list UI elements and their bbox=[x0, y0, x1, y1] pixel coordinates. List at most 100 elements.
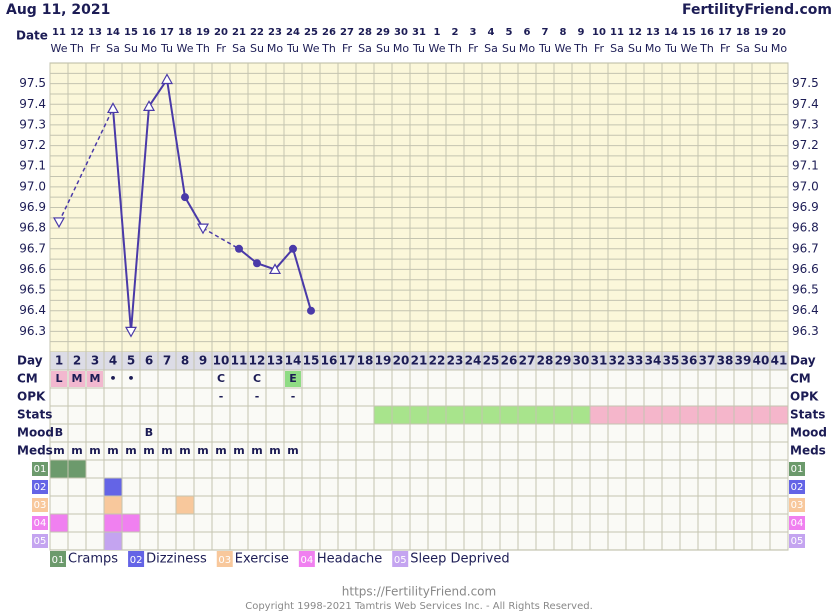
cycle-day: 17 bbox=[339, 354, 356, 368]
meds-entry: m bbox=[197, 444, 208, 457]
y-tick-label-right: 96.5 bbox=[792, 283, 819, 297]
cycle-day: 36 bbox=[681, 354, 698, 368]
weekday-label: We bbox=[51, 42, 68, 55]
symptom-code-box bbox=[789, 516, 805, 530]
meds-entry: m bbox=[161, 444, 172, 457]
cycle-day: 7 bbox=[163, 354, 171, 368]
y-tick-label-right: 96.3 bbox=[792, 324, 819, 338]
weekday-label: Mo bbox=[267, 42, 283, 55]
weekday-label: Fr bbox=[216, 42, 227, 55]
y-tick-label: 96.3 bbox=[19, 324, 46, 338]
weekday-label: Sa bbox=[484, 42, 498, 55]
symptom-cell bbox=[104, 532, 122, 550]
temp-point bbox=[307, 306, 315, 315]
table-area bbox=[49, 351, 789, 551]
weekday-label: Th bbox=[195, 42, 210, 55]
symptom-code: 02 bbox=[34, 482, 47, 493]
opk-entry: - bbox=[255, 390, 260, 403]
weekday-label: We bbox=[429, 42, 446, 55]
weekday-label: Th bbox=[69, 42, 84, 55]
weekday-label: Tu bbox=[286, 42, 299, 55]
cycle-day: 40 bbox=[753, 354, 770, 368]
symptom-code: 01 bbox=[791, 464, 804, 475]
symptom-code-box bbox=[789, 534, 805, 548]
symptom-code-box bbox=[789, 480, 805, 494]
opk-entry: - bbox=[291, 390, 296, 403]
legend-swatch bbox=[298, 551, 315, 567]
date-label: 28 bbox=[358, 27, 372, 38]
meds-entry: m bbox=[53, 444, 64, 457]
date-label: 13 bbox=[88, 27, 102, 38]
temp-point bbox=[142, 100, 156, 111]
legend-label: Dizziness bbox=[146, 552, 207, 567]
symptom-code: 03 bbox=[34, 500, 47, 511]
symptom-cell bbox=[50, 460, 68, 478]
cm-highlight bbox=[285, 371, 301, 387]
date-label: 18 bbox=[178, 27, 192, 38]
legend-code: 04 bbox=[300, 555, 313, 566]
weekday-label: Tu bbox=[160, 42, 173, 55]
stats-band bbox=[590, 406, 788, 424]
row-label: CM bbox=[17, 372, 38, 386]
symptom-cell bbox=[176, 496, 194, 514]
meds-entry: m bbox=[107, 444, 118, 457]
cm-entry: E bbox=[289, 372, 297, 385]
symptom-code-box bbox=[32, 534, 48, 548]
date-label: 25 bbox=[304, 27, 318, 38]
symptom-code: 02 bbox=[791, 482, 804, 493]
date-label: 30 bbox=[394, 27, 408, 38]
date-label: 22 bbox=[250, 27, 264, 38]
date-label: 5 bbox=[506, 27, 513, 38]
legend-swatch bbox=[392, 551, 409, 567]
date-label: 19 bbox=[754, 27, 768, 38]
cycle-day: 16 bbox=[321, 354, 338, 368]
mood-entry: B bbox=[55, 426, 63, 439]
date-label: 24 bbox=[286, 27, 300, 38]
cycle-day: 22 bbox=[429, 354, 446, 368]
cycle-day: 18 bbox=[357, 354, 374, 368]
weekday-label: We bbox=[555, 42, 572, 55]
y-tick-label-right: 96.4 bbox=[792, 303, 819, 317]
y-tick-label-right: 97.1 bbox=[792, 159, 819, 173]
cycle-day: 5 bbox=[127, 354, 135, 368]
chart-date: Aug 11, 2021 bbox=[6, 2, 110, 18]
weekday-label: Mo bbox=[519, 42, 535, 55]
cm-entry: C bbox=[253, 372, 261, 385]
cycle-day: 41 bbox=[771, 354, 788, 368]
symptom-cell bbox=[104, 496, 122, 514]
y-tick-label: 97.0 bbox=[19, 179, 46, 193]
cycle-day: 38 bbox=[717, 354, 734, 368]
y-tick-label: 96.9 bbox=[19, 200, 46, 214]
cycle-day: 20 bbox=[393, 354, 410, 368]
row-label-right: Meds bbox=[790, 444, 826, 458]
cycle-day: 10 bbox=[213, 354, 230, 368]
date-label: 11 bbox=[52, 27, 66, 38]
legend-label: Headache bbox=[317, 552, 382, 567]
y-tick-label: 97.5 bbox=[19, 76, 46, 90]
y-tick-label-right: 97.0 bbox=[792, 179, 819, 193]
temp-point bbox=[124, 326, 138, 338]
y-tick-label: 97.1 bbox=[19, 159, 46, 173]
weekday-label: Mo bbox=[771, 42, 787, 55]
weekday-label: Tu bbox=[538, 42, 551, 55]
cycle-day: 4 bbox=[109, 354, 117, 368]
date-label: 6 bbox=[524, 27, 531, 38]
date-label: 14 bbox=[106, 27, 120, 38]
meds-entry: m bbox=[71, 444, 82, 457]
weekday-label: We bbox=[681, 42, 698, 55]
y-tick-label: 97.2 bbox=[19, 138, 46, 152]
date-label: 12 bbox=[70, 27, 84, 38]
legend-code: 02 bbox=[130, 555, 143, 566]
y-tick-label-right: 97.3 bbox=[792, 117, 819, 131]
cycle-day: 39 bbox=[735, 354, 752, 368]
row-label-right: OPK bbox=[790, 390, 819, 404]
row-label-right: CM bbox=[790, 372, 811, 386]
legend-label: Sleep Deprived bbox=[410, 552, 509, 567]
cm-highlight bbox=[69, 371, 85, 387]
date-label: 20 bbox=[214, 27, 228, 38]
meds-entry: m bbox=[125, 444, 136, 457]
date-label: 20 bbox=[772, 27, 786, 38]
y-tick-label: 96.5 bbox=[19, 283, 46, 297]
temp-point bbox=[160, 73, 174, 85]
row-label: Mood bbox=[17, 426, 54, 440]
